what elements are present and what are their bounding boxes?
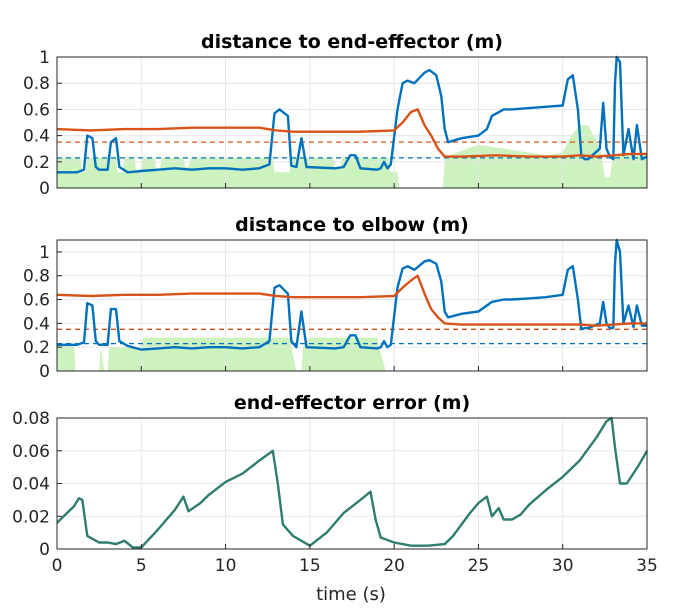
y-tick-label: 0.06 <box>12 442 50 462</box>
shaded-region <box>57 125 647 188</box>
series-line-0 <box>57 55 648 174</box>
series-line-0 <box>56 416 649 549</box>
x-tick-label: 35 <box>636 556 658 576</box>
y-tick-label: 0.6 <box>23 291 50 311</box>
series-line-0 <box>57 238 647 351</box>
y-tick-label: 0 <box>39 179 50 199</box>
x-tick-label: 0 <box>52 556 63 576</box>
shaded-region <box>57 337 647 371</box>
chart-distance-end-effector: 0 0.2 0.4 0.6 0.8 1 distance to end-effector (… <box>23 31 648 199</box>
y-tick-label: 0 <box>39 362 50 382</box>
chart-distance-elbow: 0 0.2 0.4 0.6 0.8 1 distance to elbow (m) <box>23 214 648 382</box>
series-line-1 <box>56 108 647 158</box>
y-tick-label: 0 <box>39 540 50 560</box>
chart-title: distance to end-effector (m) <box>201 31 503 53</box>
axes-frame <box>56 56 648 189</box>
y-tick-label: 0.2 <box>23 153 50 173</box>
series-line-1 <box>56 274 647 327</box>
chart-end-effector-error: 0 5 10 15 20 25 30 35 0 0.02 0.04 0.06 0.08 end-effec… <box>12 392 658 576</box>
x-tick-label: 30 <box>552 556 574 576</box>
y-tick-label: 0.2 <box>23 338 50 358</box>
y-tick-label: 0.04 <box>12 475 50 495</box>
y-tick-label: 1 <box>39 48 50 68</box>
y-tick-label: 0.08 <box>12 409 50 429</box>
y-tick-label: 0.6 <box>23 100 50 120</box>
x-tick-label: 20 <box>383 556 405 576</box>
chart-title: end-effector error (m) <box>234 392 470 414</box>
chart-title: distance to elbow (m) <box>235 214 469 236</box>
axes-frame <box>56 239 648 372</box>
y-tick-label: 0.8 <box>23 267 50 287</box>
y-tick-label: 0.4 <box>23 127 50 147</box>
x-tick-label: 25 <box>468 556 490 576</box>
y-tick-label: 0.8 <box>23 74 50 94</box>
x-axis-label: time (s) <box>316 584 386 605</box>
y-tick-label: 0.02 <box>12 507 50 527</box>
y-tick-label: 0.4 <box>23 314 50 334</box>
x-tick-label: 10 <box>215 556 237 576</box>
x-tick-label: 5 <box>136 556 147 576</box>
x-tick-label: 15 <box>299 556 321 576</box>
y-tick-label: 1 <box>39 243 50 263</box>
